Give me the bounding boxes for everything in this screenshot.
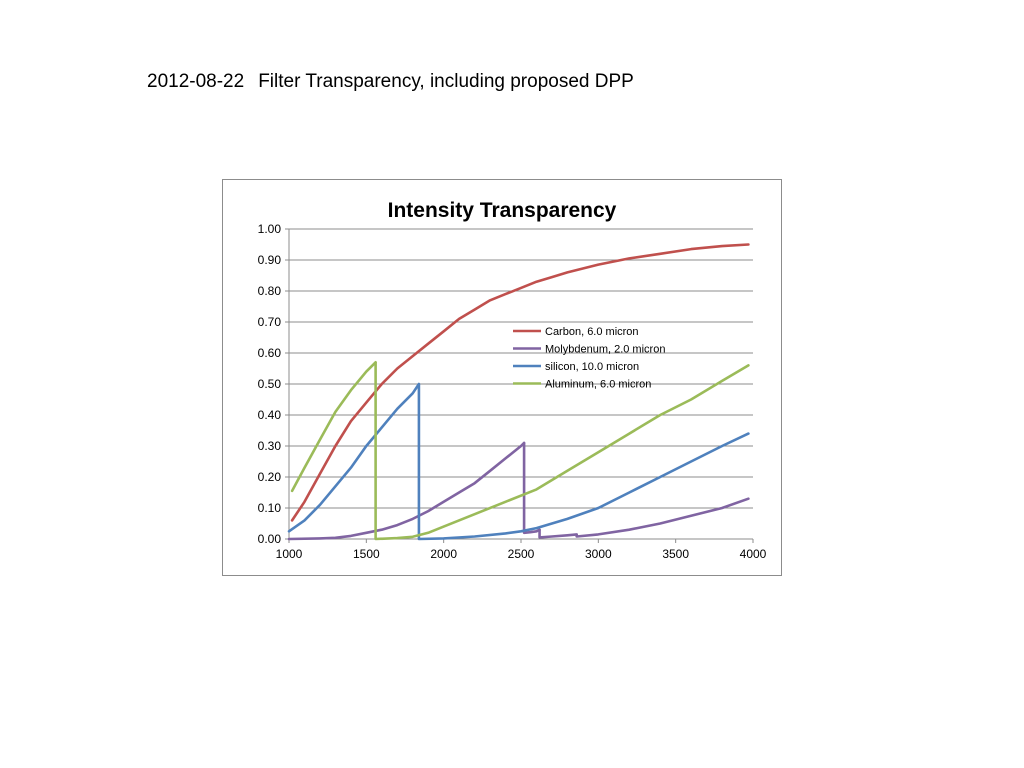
chart-frame: Intensity Transparency 0.00 0.10 0.20 0.30 0… (222, 179, 782, 576)
chart-title: Intensity Transparency (388, 199, 617, 222)
x-tick-label: 1500 (353, 547, 380, 561)
y-tick-label: 0.30 (258, 439, 282, 453)
series-1 (290, 243, 750, 522)
x-tick-label: 3500 (662, 547, 689, 561)
legend-label: silicon, 10.0 micron (545, 361, 639, 373)
y-tick-label: 0.80 (258, 284, 282, 298)
x-tick-label: 1000 (276, 547, 303, 561)
y-tick-label: 0.10 (258, 501, 282, 515)
x-tick-label: 2000 (430, 547, 457, 561)
series-line (287, 382, 421, 533)
x-tick-label: 4000 (740, 547, 767, 561)
slide-title-text: Filter Transparency, including proposed … (258, 71, 634, 92)
series-line (538, 533, 579, 539)
y-tick-label: 0.60 (258, 346, 282, 360)
y-tick-label: 1.00 (258, 222, 282, 236)
series-line (287, 441, 526, 541)
series-4 (290, 361, 750, 541)
legend-label: Aluminum, 6.0 micron (545, 379, 651, 391)
series-3 (287, 382, 750, 541)
y-tick-label: 0.70 (258, 315, 282, 329)
series-line (290, 243, 750, 522)
series-line (417, 432, 750, 541)
y-tick-label: 0.20 (258, 470, 282, 484)
slide-title: 2012-08-22 Filter Transparency, including… (147, 68, 667, 96)
legend-label: Molybdenum, 2.0 micron (545, 344, 665, 356)
series-line (575, 497, 750, 538)
x-tick-label: 3000 (585, 547, 612, 561)
intensity-transparency-chart: Intensity Transparency 0.00 0.10 0.20 0.30 0… (258, 199, 767, 561)
x-tick-label: 2500 (508, 547, 535, 561)
series-line (290, 361, 377, 493)
y-tick-label: 0.00 (258, 532, 282, 546)
series-line (374, 364, 750, 541)
legend-label: Carbon, 6.0 micron (545, 326, 639, 338)
series-line (522, 528, 541, 535)
y-tick-label: 0.90 (258, 253, 282, 267)
y-tick-label: 0.40 (258, 408, 282, 422)
y-tick-label: 0.50 (258, 377, 282, 391)
series-2 (287, 441, 750, 541)
slide-date: 2012-08-22 (147, 71, 245, 92)
